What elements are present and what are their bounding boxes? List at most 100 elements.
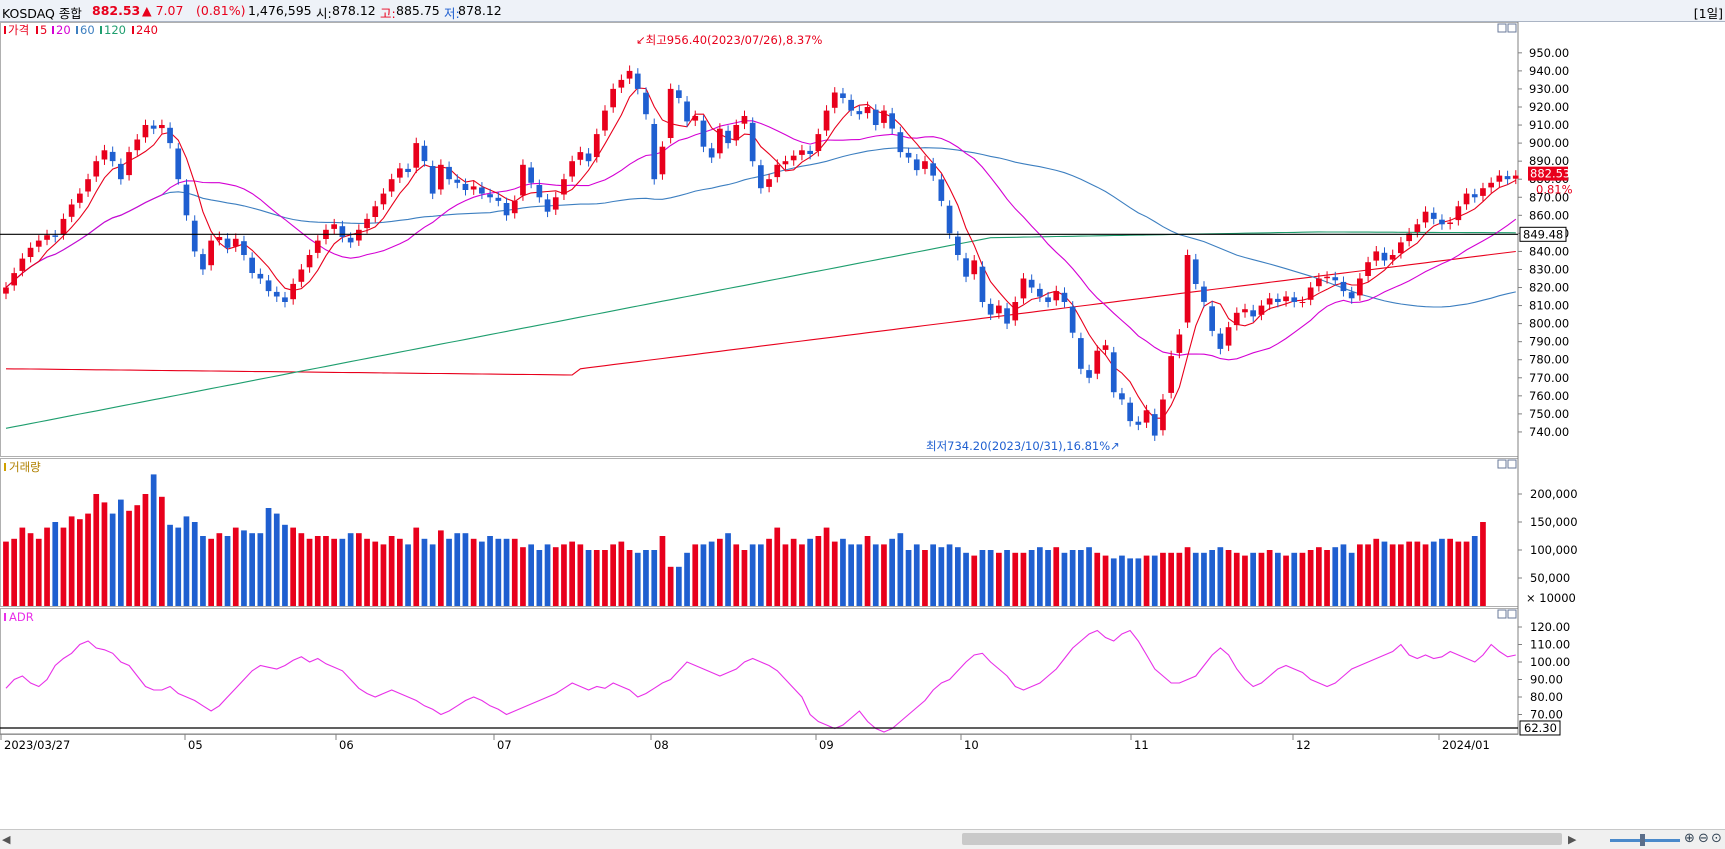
zoom-out-icon[interactable]: ⊖ [1698,831,1709,846]
candle-body [815,134,822,151]
candle-body [388,179,395,192]
x-axis-label: 07 [497,738,512,752]
volume-bar [872,544,879,606]
volume-bar [823,527,830,606]
volume-bar [257,533,264,606]
stock-chart[interactable]: 950.00 940.00 930.00 920.00 910.00 900.00 890.… [0,22,1725,829]
candle-body [520,164,526,196]
volume-bar [1192,552,1199,606]
price-change: ▲ 7.07 [142,3,184,18]
candle-body [569,161,575,177]
x-axis-label: 11 [1134,738,1149,752]
scroll-left-arrow-icon[interactable]: ◀ [2,833,11,846]
volume-bar [200,536,206,606]
candle-body [1168,356,1174,393]
volume-bar [479,541,485,606]
candle-body [1242,309,1248,313]
zoom-reset-icon[interactable]: ⊙ [1711,831,1722,846]
volume-y-tick-label: 200,000 [1530,487,1578,501]
ma120-line [5,231,1516,429]
candle-body [11,273,17,286]
volume-y-tick-label: 150,000 [1530,515,1578,529]
volume-bar [1299,552,1306,606]
candle-body [1398,242,1404,254]
price-y-tick-label: 800.00 [1529,317,1569,331]
candle-body [487,194,493,198]
volume-bar [1480,522,1486,606]
candle-body [1340,281,1347,292]
volume-bar [1381,541,1388,606]
zoom-in-icon[interactable]: ⊕ [1684,831,1695,846]
volume-bar [27,533,34,606]
volume-bar [552,547,559,606]
candle-body [1102,345,1109,350]
candle-body [528,167,534,183]
candle-body [479,187,485,194]
volume-bar [1340,544,1347,606]
candle-body [1471,194,1478,198]
volume-bar [905,550,912,606]
candle-body [708,148,715,158]
candle-body [134,139,141,151]
legend-swatch [132,26,134,34]
candle-body [93,161,100,177]
volume-bar [922,550,928,606]
volume-bar [651,550,658,606]
volume-bar [1447,538,1453,606]
volume-bar [1119,555,1125,606]
candle-body [438,164,444,190]
volume-bar [356,533,362,606]
volume-bar [1455,541,1462,606]
candle-body [856,111,863,115]
candle-body [930,163,936,176]
candle-body [1266,298,1273,305]
panel-close-icon [1507,609,1517,619]
legend-swatch [4,26,6,34]
high-value: 885.75 [396,3,440,18]
volume-bar [60,527,67,606]
price-y-tick-label: 810.00 [1529,299,1569,313]
volume-bar [1127,558,1133,606]
zoom-slider[interactable] [1610,839,1680,842]
candle-body [561,179,567,195]
candle-body [1496,175,1503,182]
candle-body [618,79,625,88]
price-y-tick-label: 900.00 [1529,136,1569,150]
scroll-right-arrow-icon[interactable]: ▶ [1568,833,1577,846]
volume-bar [1209,550,1215,606]
candle-body [971,260,978,275]
volume-bar [634,552,641,606]
candle-body [331,224,337,229]
candle-body [249,257,255,273]
volume-bar [298,533,305,606]
candle-body [257,273,264,279]
candle-body [1283,296,1289,302]
horizontal-scrollbar[interactable]: ◀ ▶ ⊕ ⊖ ⊙ [0,829,1725,849]
period-selector[interactable]: [1일] [1693,6,1723,21]
volume-bar [85,513,91,606]
candle-body [1447,222,1453,224]
candle-body [799,150,805,155]
candle-body [749,122,756,162]
scroll-thumb[interactable] [962,833,1562,845]
candle-body [1307,287,1314,300]
volume-bar [708,541,715,606]
volume-bar [405,544,411,606]
volume-bar [413,527,420,606]
volume-y-tick-label: 50,000 [1530,571,1570,585]
volume-bar [741,550,748,606]
legend-swatch [36,26,38,34]
candle-body [593,134,600,158]
candle-body [216,237,223,241]
price-y-tick-label: 760.00 [1529,389,1569,403]
zoom-slider-knob[interactable] [1640,834,1645,846]
candle-body [282,297,288,302]
volume-bar [265,508,272,606]
candle-body [889,113,895,129]
legend-swatch [76,26,78,34]
volume-bar [536,550,543,606]
volume-legend: 거래량 [9,460,41,474]
volume-bar [388,536,395,606]
candle-body [782,161,789,165]
volume-bar [585,550,592,606]
